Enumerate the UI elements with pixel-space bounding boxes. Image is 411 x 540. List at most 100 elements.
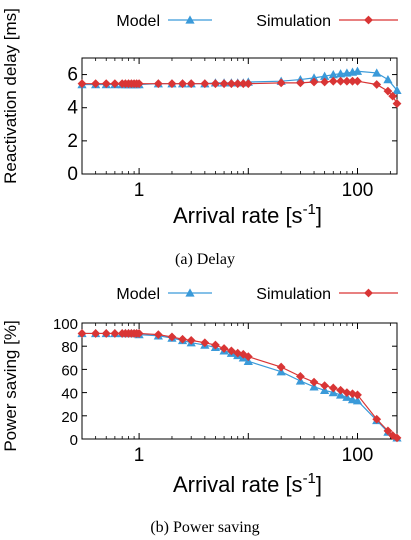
- legend-label: Simulation: [256, 13, 331, 30]
- chart-panel-1: Model Simulation 0 2 4 6 1 100 Arrival rate [s-1…: [1, 8, 402, 268]
- data-point: [77, 79, 87, 89]
- data-point: [372, 80, 382, 89]
- data-point: [309, 377, 319, 387]
- data-point: [320, 77, 330, 87]
- x-tick-label: 1: [134, 445, 145, 466]
- y-axis-label: Power saving [%]: [1, 320, 20, 451]
- data-point: [296, 371, 305, 381]
- data-point: [186, 79, 196, 89]
- series-simulation: [77, 76, 402, 108]
- legend-marker: [364, 15, 373, 25]
- data-point: [226, 79, 236, 89]
- x-axis-label-sup: -1: [303, 470, 316, 487]
- data-point: [186, 336, 196, 345]
- data-point: [110, 329, 120, 338]
- data-point: [320, 381, 330, 391]
- data-point: [388, 91, 398, 101]
- data-point: [211, 340, 220, 350]
- data-point: [309, 73, 319, 82]
- data-point: [392, 433, 402, 443]
- x-tick-label: 100: [342, 180, 374, 201]
- legend-marker: [364, 288, 373, 298]
- data-point: [167, 79, 177, 89]
- data-point: [200, 338, 210, 348]
- legend: Model Simulation: [116, 13, 398, 30]
- data-point: [134, 79, 144, 89]
- data-point: [91, 329, 101, 338]
- data-point: [352, 66, 363, 75]
- data-point: [233, 348, 243, 358]
- legend-label: Model: [116, 13, 160, 30]
- data-point: [101, 329, 111, 338]
- data-point: [336, 76, 345, 86]
- data-point: [238, 79, 248, 89]
- y-tick-label: 0: [70, 432, 78, 449]
- data-point: [328, 383, 338, 393]
- legend-marker: [185, 288, 195, 297]
- data-point: [243, 79, 253, 89]
- data-point: [372, 414, 382, 424]
- data-point: [309, 77, 319, 87]
- data-point: [178, 334, 187, 344]
- legend-label: Simulation: [256, 286, 331, 303]
- x-axis-label-text: Arrival rate [s: [173, 472, 303, 497]
- x-tick-label: 100: [342, 445, 374, 466]
- data-point: [238, 349, 248, 359]
- data-point: [219, 344, 229, 353]
- x-axis-label-end: ]: [316, 472, 322, 497]
- y-axis-label: Reactivation delay [ms]: [1, 8, 20, 184]
- data-point: [233, 79, 243, 89]
- x-axis-label-sup: -1: [303, 201, 316, 218]
- data-point: [320, 71, 330, 80]
- data-point: [392, 99, 402, 108]
- data-point: [178, 79, 187, 89]
- data-point: [383, 74, 393, 84]
- x-tick-label: 1: [134, 180, 145, 201]
- series-model: [77, 328, 402, 442]
- data-point: [328, 76, 338, 86]
- data-point: [219, 79, 229, 89]
- data-point: [167, 332, 177, 342]
- plot-frame: [81, 322, 398, 440]
- y-tick-label: 6: [67, 65, 78, 86]
- y-tick-label: 40: [61, 386, 78, 403]
- data-point: [342, 388, 352, 397]
- chart-panel-2: Model Simulation 0 20 40 60 80 100 1 100 Arrival r…: [1, 286, 402, 536]
- data-point: [353, 76, 362, 86]
- data-point: [352, 396, 363, 405]
- legend-label: Model: [116, 286, 160, 303]
- data-point: [296, 78, 305, 88]
- figure-caption: (b) Power saving: [150, 519, 259, 536]
- series-line: [82, 332, 398, 439]
- series-simulation: [77, 329, 402, 443]
- y-tick-label: 4: [67, 98, 78, 119]
- data-point: [372, 68, 382, 77]
- plot-frame: [81, 57, 398, 175]
- y-tick-label: 80: [61, 339, 78, 356]
- data-point: [348, 76, 357, 86]
- data-point: [77, 329, 87, 338]
- figure-caption: (a) Delay: [175, 251, 235, 268]
- data-point: [101, 79, 111, 89]
- legend-marker: [185, 15, 195, 24]
- data-point: [153, 330, 163, 339]
- data-point: [243, 352, 253, 362]
- series-line: [82, 332, 398, 439]
- data-point: [353, 390, 362, 400]
- y-tick-label: 2: [67, 131, 78, 152]
- x-axis-label-text: Arrival rate [s: [173, 203, 303, 228]
- y-tick-label: 100: [53, 316, 78, 333]
- data-point: [392, 85, 402, 94]
- data-point: [110, 79, 120, 89]
- y-tick-label: 60: [61, 362, 78, 379]
- x-axis-label-end: ]: [316, 203, 322, 228]
- data-point: [211, 79, 220, 89]
- data-point: [383, 86, 393, 96]
- data-point: [153, 79, 163, 89]
- data-point: [335, 69, 346, 78]
- x-axis-label: Arrival rate [s-1]: [173, 201, 322, 228]
- data-point: [342, 76, 352, 86]
- data-point: [276, 78, 286, 88]
- x-axis-label: Arrival rate [s-1]: [173, 470, 322, 497]
- y-tick-label: 20: [61, 409, 78, 426]
